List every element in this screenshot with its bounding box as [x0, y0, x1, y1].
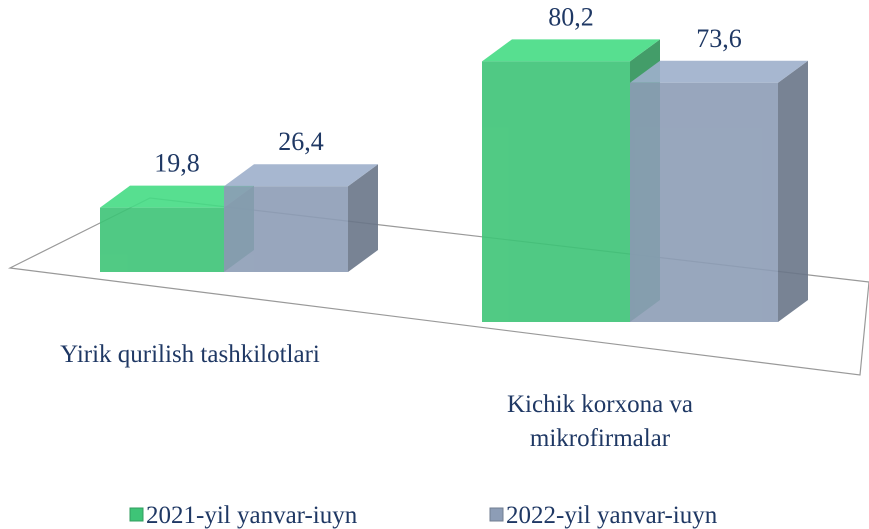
legend-swatch	[489, 507, 504, 522]
bar-top	[630, 60, 808, 83]
legend-swatch	[129, 507, 144, 522]
bar-front	[100, 207, 224, 272]
bar-side	[778, 60, 808, 323]
data-label: 19,8	[154, 149, 200, 178]
bar	[224, 164, 378, 272]
data-label: 80,2	[548, 2, 594, 31]
bar-front	[224, 186, 348, 272]
bar-side	[348, 164, 378, 272]
legend-label: 2021-yil yanvar-iuyn	[146, 502, 358, 529]
bar	[630, 60, 808, 323]
legend-label: 2022-yil yanvar-iuyn	[506, 502, 718, 529]
category-label: Yirik qurilish tashkilotlari	[60, 341, 320, 368]
data-label: 26,4	[278, 127, 324, 156]
bar-front	[482, 61, 630, 322]
bar-top	[482, 39, 660, 62]
bar-top	[100, 185, 254, 208]
data-label: 73,6	[696, 24, 742, 53]
category-label: Kichik korxona va mikrofirmalar	[506, 391, 694, 452]
bar-top	[224, 164, 378, 187]
bar-front	[630, 82, 778, 322]
